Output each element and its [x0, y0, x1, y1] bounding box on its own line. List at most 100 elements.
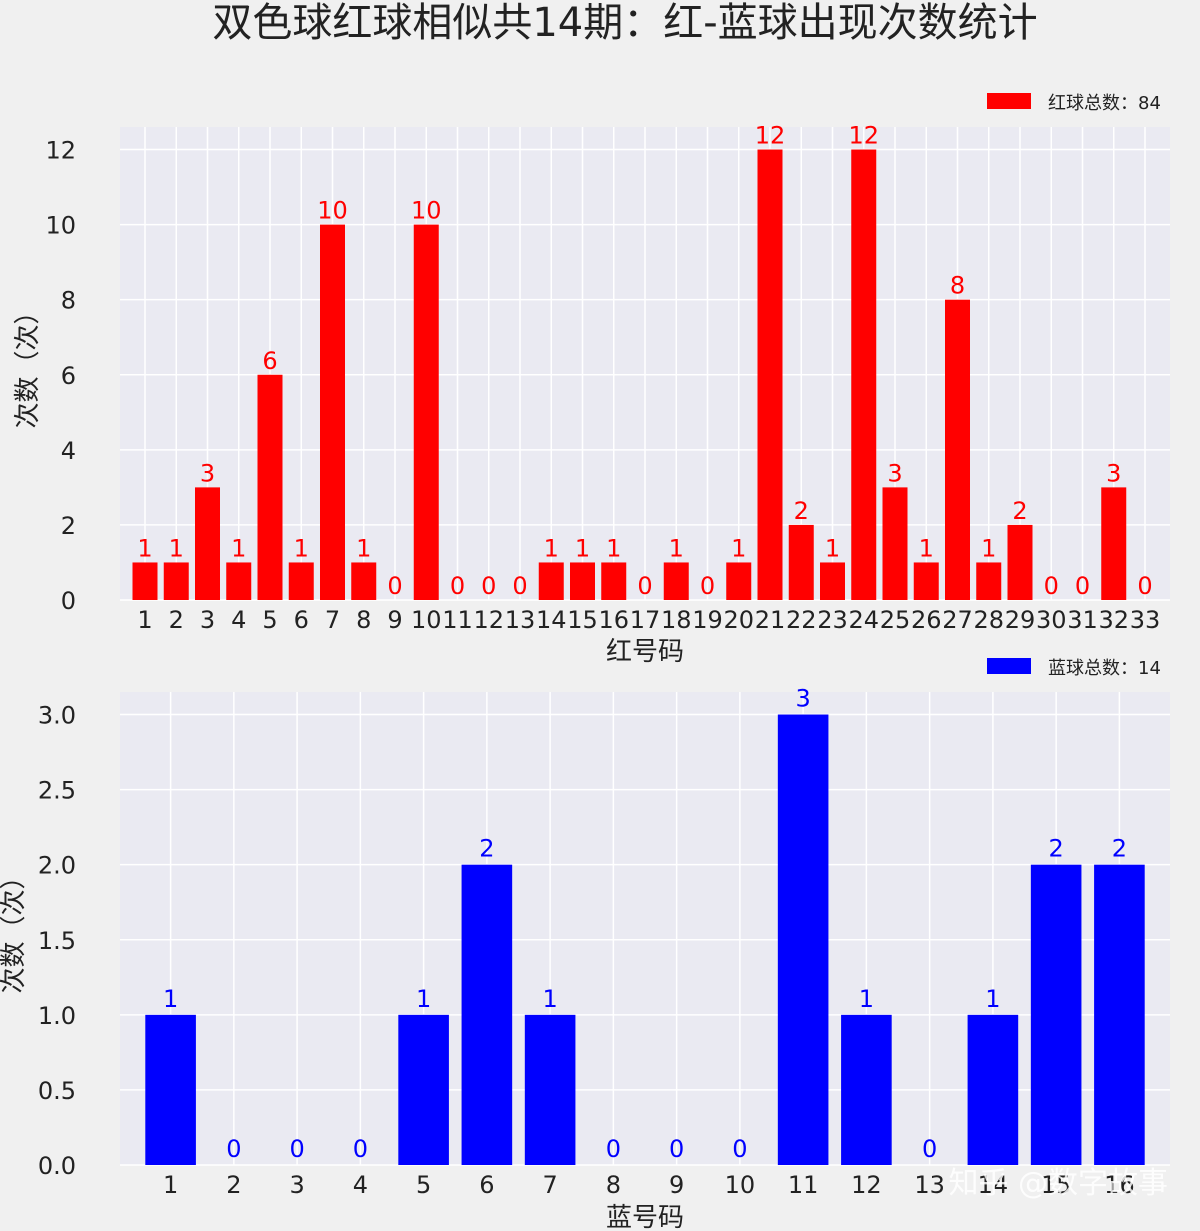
blue-y-tick-label: 1.0: [38, 1002, 76, 1030]
red-bar: [413, 224, 439, 600]
red-y-tick-label: 10: [45, 212, 76, 240]
red-x-tick-label: 8: [356, 606, 371, 634]
red-bar-value-label: 0: [1137, 572, 1152, 600]
red-bar: [882, 487, 908, 600]
red-x-tick-label: 27: [942, 606, 973, 634]
blue-x-tick-label: 1: [163, 1171, 178, 1199]
red-x-tick-label: 2: [169, 606, 184, 634]
red-bar-value-label: 1: [575, 534, 590, 562]
chart-title: 双色球红球相似共14期：红-蓝球出现次数统计: [212, 0, 1037, 46]
red-bar: [288, 562, 314, 600]
red-bar-value-label: 8: [950, 272, 965, 300]
blue-y-tick-label: 0.0: [38, 1152, 76, 1180]
blue-y-tick-label: 3.0: [38, 702, 76, 730]
blue-bar-value-label: 0: [289, 1135, 304, 1163]
red-x-tick-label: 20: [723, 606, 754, 634]
red-bar: [851, 149, 877, 600]
red-y-tick-label: 8: [61, 287, 76, 315]
blue-legend-label: 蓝球总数：14: [1048, 658, 1161, 679]
blue-bar: [1030, 864, 1082, 1165]
red-bars: [132, 149, 1127, 600]
red-x-tick-label: 21: [755, 606, 786, 634]
blue-x-tick-label: 13: [914, 1171, 945, 1199]
blue-bar-value-label: 1: [985, 985, 1000, 1013]
red-x-tick-label: 3: [200, 606, 215, 634]
red-x-tick-label: 18: [661, 606, 692, 634]
red-bar-value-label: 1: [356, 534, 371, 562]
red-x-tick-label: 22: [786, 606, 817, 634]
red-bar-value-label: 3: [1106, 459, 1121, 487]
red-bar-value-label: 10: [411, 197, 442, 225]
red-bar-value-label: 0: [387, 572, 402, 600]
red-bar: [976, 562, 1002, 600]
red-x-tick-label: 26: [911, 606, 942, 634]
red-bar: [538, 562, 564, 600]
blue-legend-swatch: [987, 658, 1031, 674]
red-x-tick-label: 4: [231, 606, 246, 634]
blue-bar-value-label: 1: [859, 985, 874, 1013]
blue-x-tick-label: 4: [353, 1171, 368, 1199]
blue-bar-value-label: 2: [1112, 835, 1127, 863]
blue-bar-value-label: 2: [479, 835, 494, 863]
red-x-tick-label: 28: [973, 606, 1004, 634]
blue-x-tick-label: 5: [416, 1171, 431, 1199]
red-x-tick-label: 23: [817, 606, 848, 634]
red-bar-value-label: 12: [755, 122, 786, 150]
red-bar: [726, 562, 752, 600]
blue-bar: [841, 1014, 892, 1165]
red-bar: [757, 149, 783, 600]
blue-x-tick-label: 3: [289, 1171, 304, 1199]
red-bar-value-label: 1: [731, 534, 746, 562]
red-x-tick-label: 30: [1036, 606, 1067, 634]
red-bar: [1101, 487, 1127, 600]
blue-x-tick-label: 11: [788, 1171, 819, 1199]
blue-x-ticks: 1 2 3 4 5 6 7 8 9 10 11 12 13 14 15 16: [163, 1171, 1135, 1199]
red-bar: [226, 562, 252, 600]
red-bar-value-label: 2: [794, 497, 809, 525]
blue-value-labels: 1 0 0 0 1 2 1 0 0 0 3 1 0 1 2 2: [163, 685, 1127, 1163]
red-bar: [257, 374, 283, 600]
red-bar-value-label: 0: [512, 572, 527, 600]
red-x-tick-label: 13: [505, 606, 536, 634]
blue-bar-value-label: 1: [163, 985, 178, 1013]
blue-bar-value-label: 0: [922, 1135, 937, 1163]
red-bar-value-label: 3: [887, 459, 902, 487]
blue-bar-value-label: 1: [416, 985, 431, 1013]
red-bar-value-label: 1: [544, 534, 559, 562]
red-x-tick-label: 25: [880, 606, 911, 634]
blue-bar: [1094, 864, 1145, 1165]
red-x-tick-label: 16: [598, 606, 629, 634]
red-bar-value-label: 1: [231, 534, 246, 562]
blue-y-tick-label: 2.5: [38, 777, 76, 805]
red-legend-swatch: [987, 93, 1031, 109]
red-bar: [945, 299, 970, 600]
red-bar-value-label: 12: [848, 122, 879, 150]
red-x-tick-label: 24: [848, 606, 879, 634]
red-y-ticks: 0 2 4 6 8 10 12: [45, 137, 76, 615]
red-bar-value-label: 1: [137, 534, 152, 562]
red-bar: [351, 562, 377, 600]
blue-y-tick-label: 1.5: [38, 927, 76, 955]
red-bar: [601, 562, 627, 600]
blue-bars: [145, 714, 1145, 1165]
red-bar-value-label: 0: [1075, 572, 1090, 600]
blue-bar: [398, 1014, 449, 1165]
red-bar-value-label: 2: [1012, 497, 1027, 525]
blue-bar-value-label: 0: [732, 1135, 747, 1163]
blue-x-tick-label: 8: [606, 1171, 621, 1199]
red-bar-value-label: 0: [1044, 572, 1059, 600]
red-bar-value-label: 0: [700, 572, 715, 600]
red-x-tick-label: 32: [1098, 606, 1129, 634]
red-x-tick-label: 11: [442, 606, 473, 634]
blue-bar-value-label: 2: [1049, 835, 1064, 863]
red-x-tick-label: 33: [1130, 606, 1161, 634]
red-x-tick-label: 12: [473, 606, 504, 634]
red-bar: [820, 562, 845, 600]
red-x-tick-label: 7: [325, 606, 340, 634]
red-y-tick-label: 0: [61, 587, 76, 615]
red-y-tick-label: 6: [61, 362, 76, 390]
red-y-tick-label: 2: [61, 512, 76, 540]
red-y-tick-label: 12: [45, 137, 76, 165]
red-bar: [320, 224, 345, 600]
